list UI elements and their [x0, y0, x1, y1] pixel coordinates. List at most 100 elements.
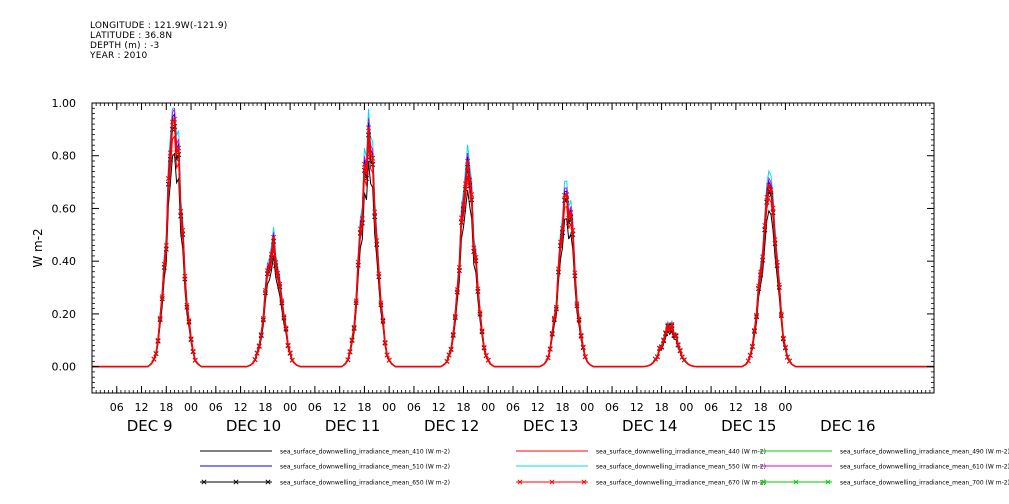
- y-tick-label: 0.60: [52, 202, 77, 215]
- data-point-marker: [262, 287, 268, 293]
- data-point-marker: [366, 125, 372, 131]
- x-day-label: DEC 10: [226, 417, 281, 435]
- x-tick-label: 18: [258, 401, 272, 414]
- metadata-header: LONGITUDE : 121.9W(-121.9) LATITUDE : 36…: [0, 0, 300, 70]
- x-tick-label: 12: [531, 401, 545, 414]
- data-point-marker: [264, 268, 270, 274]
- data-point-marker: [279, 298, 285, 304]
- y-tick-label: 0.80: [52, 150, 77, 163]
- data-point-marker: [260, 316, 266, 322]
- x-tick-label: 00: [580, 401, 594, 414]
- x-tick-label: 00: [184, 401, 198, 414]
- data-point-marker: [378, 300, 384, 306]
- y-tick-label: 0.20: [52, 308, 77, 321]
- data-point-marker: [673, 332, 679, 338]
- data-point-marker: [370, 155, 376, 161]
- x-day-label: DEC 13: [523, 417, 578, 435]
- x-tick-label: 12: [135, 401, 149, 414]
- data-point-marker: [359, 216, 365, 222]
- data-point-marker: [386, 357, 392, 363]
- data-point-marker: [681, 357, 687, 363]
- data-point-marker: [564, 192, 570, 198]
- x-day-label: DEC 11: [325, 417, 380, 435]
- data-point-marker: [169, 119, 176, 125]
- data-point-marker: [663, 330, 669, 336]
- series-line-5: [92, 107, 934, 368]
- data-point-marker: [469, 192, 475, 198]
- data-point-marker: [477, 310, 483, 316]
- data-point-marker: [483, 352, 489, 358]
- data-point-marker: [444, 358, 450, 364]
- x-tick-label: 00: [382, 401, 396, 414]
- x-day-label: DEC 16: [820, 417, 875, 435]
- x-tick-label: 06: [209, 401, 223, 414]
- data-point-marker: [772, 237, 778, 243]
- data-point-marker: [281, 314, 287, 320]
- data-point-marker: [568, 210, 574, 216]
- latitude-label: LATITUDE : 36.8N: [90, 31, 173, 41]
- y-tick-label: 0.00: [52, 361, 77, 374]
- x-tick-label: 06: [407, 401, 421, 414]
- data-point-marker: [165, 176, 171, 182]
- x-tick-label: 12: [432, 401, 446, 414]
- x-tick-label: 00: [778, 401, 792, 414]
- data-point-marker: [374, 238, 380, 244]
- longitude-label: LONGITUDE : 121.9W(-121.9): [90, 21, 228, 31]
- data-point-marker: [555, 266, 561, 272]
- data-point-marker: [778, 311, 784, 317]
- data-point-marker: [553, 304, 559, 310]
- x-tick-label: 12: [333, 401, 347, 414]
- series-line-8: [92, 116, 934, 368]
- data-point-marker: [345, 357, 351, 363]
- data-point-marker: [361, 161, 367, 167]
- data-point-marker: [368, 151, 374, 157]
- data-point-marker: [560, 225, 566, 231]
- data-point-marker: [287, 350, 293, 356]
- x-tick-label: 06: [605, 401, 619, 414]
- data-point-marker: [758, 269, 764, 275]
- data-point-marker: [184, 302, 190, 308]
- data-point-marker: [669, 322, 675, 328]
- data-point-marker: [665, 322, 671, 328]
- x-tick-label: 18: [159, 401, 173, 414]
- data-point-marker: [661, 337, 667, 343]
- data-point-marker: [192, 357, 198, 363]
- data-point-marker: [357, 226, 363, 232]
- data-point-marker: [762, 223, 768, 229]
- data-point-marker: [176, 145, 182, 151]
- data-point-marker: [578, 332, 584, 338]
- x-tick-label: 06: [506, 401, 520, 414]
- data-point-marker: [285, 342, 291, 348]
- series-line-1: [92, 152, 934, 368]
- legend-label-4: sea_surface_downwelling_irradiance_mean_…: [280, 464, 450, 471]
- legend-marker: [581, 479, 587, 485]
- data-point-marker: [654, 354, 660, 360]
- legend-label-9: sea_surface_downwelling_irradiance_mean_…: [840, 480, 1009, 487]
- data-point-marker: [481, 344, 487, 350]
- plot-frame: [91, 102, 935, 394]
- data-point-marker: [254, 350, 260, 356]
- data-point-marker: [182, 273, 188, 279]
- data-point-marker: [782, 344, 788, 350]
- data-point-marker: [157, 315, 163, 321]
- legend-label-6: sea_surface_downwelling_irradiance_mean_…: [840, 464, 1009, 471]
- x-tick-label: 18: [655, 401, 669, 414]
- data-point-marker: [273, 260, 279, 266]
- data-point-marker: [172, 116, 178, 122]
- x-tick-label: 06: [308, 401, 322, 414]
- data-point-marker: [547, 346, 553, 352]
- data-point-marker: [252, 356, 258, 363]
- x-tick-label: 12: [234, 401, 248, 414]
- data-point-marker: [188, 336, 194, 342]
- data-point-marker: [266, 263, 272, 269]
- data-point-marker: [454, 287, 460, 293]
- x-tick-label: 06: [704, 401, 718, 414]
- data-point-marker: [749, 343, 755, 349]
- data-point-marker: [471, 245, 477, 251]
- legend-label-2: sea_surface_downwelling_irradiance_mean_…: [596, 449, 766, 456]
- data-point-marker: [479, 328, 485, 334]
- x-tick-label: 06: [110, 401, 124, 414]
- data-point-marker: [475, 286, 481, 292]
- data-point-marker: [353, 298, 359, 304]
